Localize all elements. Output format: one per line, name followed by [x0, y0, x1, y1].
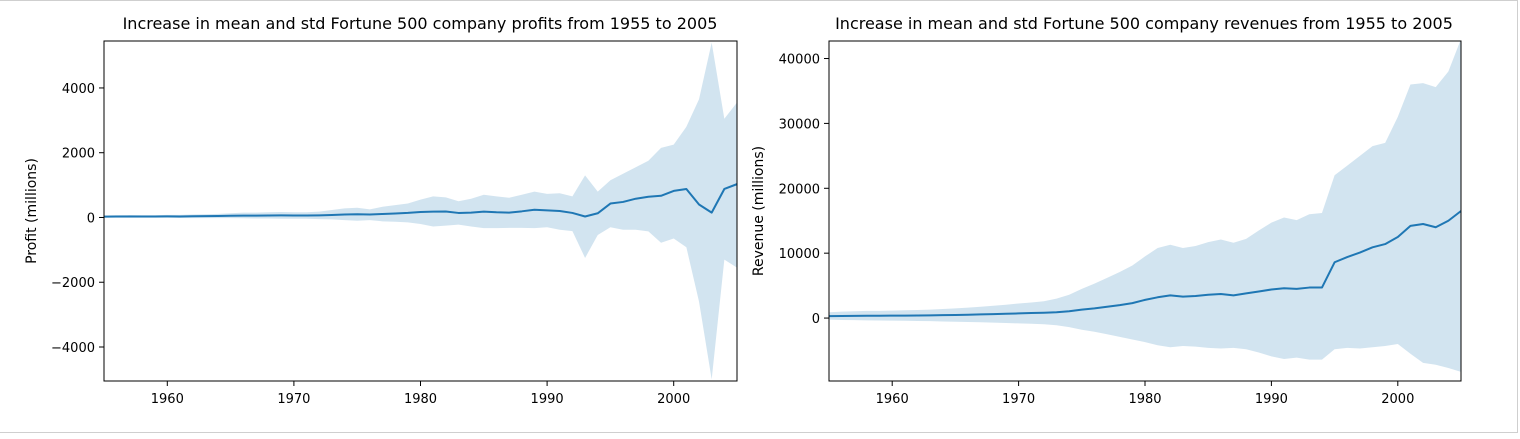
- profit-mean-line: [104, 183, 737, 218]
- profit-x-tick-label: 2000: [657, 392, 690, 407]
- revenue-y-axis-title: Revenue (millions): [751, 146, 767, 276]
- profit-y-tick-label: −2000: [51, 276, 95, 291]
- profit-y-tick-label: 2000: [62, 147, 95, 162]
- revenue-std-band: [829, 41, 1461, 372]
- profit-y-tick-label: 4000: [62, 82, 95, 97]
- revenue-y-tick-label: 20000: [779, 182, 820, 197]
- revenue-plot-area: 1960 1970 1980 1990 200001000020000300004000…: [779, 40, 1462, 407]
- revenue-y-tick-label: 10000: [779, 247, 820, 262]
- revenue-x-tick-label: 1970: [1002, 392, 1035, 407]
- profit-chart: Increase in mean and std Fortune 500 com…: [24, 14, 738, 407]
- revenue-series-group: [829, 41, 1461, 372]
- profit-x-tick-label: 1990: [531, 392, 564, 407]
- profit-y-tick-label: −4000: [51, 341, 95, 356]
- profit-plot-area: 1960 1970 1980 1990 2000 −4000 −2000 0 2000 4000: [51, 40, 738, 407]
- profit-x-tick-label: 1960: [151, 392, 184, 407]
- revenue-x-tick-label: 2000: [1381, 392, 1414, 407]
- profit-y-tick-label: 0: [87, 211, 95, 226]
- revenue-x-tick-label: 1990: [1255, 392, 1288, 407]
- revenue-chart: Increase in mean and std Fortune 500 com…: [751, 14, 1462, 407]
- revenue-y-tick-label: 40000: [779, 53, 820, 68]
- revenue-x-tick-label: 1980: [1128, 392, 1161, 407]
- revenue-chart-title: Increase in mean and std Fortune 500 com…: [835, 14, 1453, 33]
- profit-x-tick-label: 1980: [404, 392, 437, 407]
- revenue-mean-line: [829, 210, 1461, 318]
- revenue-x-tick-label: 1960: [876, 392, 909, 407]
- profit-y-axis-title: Profit (millions): [24, 158, 40, 264]
- profit-x-tick-label: 1970: [277, 392, 310, 407]
- revenue-y-tick-label: 0: [812, 312, 820, 327]
- revenue-y-tick-label: 30000: [779, 117, 820, 132]
- profit-chart-title: Increase in mean and std Fortune 500 com…: [123, 14, 718, 33]
- profit-series-group: [104, 42, 737, 380]
